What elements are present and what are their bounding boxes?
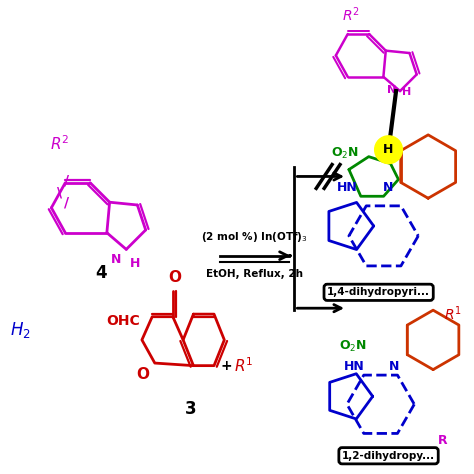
Text: O$_2$N: O$_2$N [339,339,367,354]
Text: H: H [130,257,141,270]
Text: $R^2$: $R^2$ [342,5,360,24]
Text: O$_2$N: O$_2$N [331,146,359,161]
Text: 1,4-dihydropyri...: 1,4-dihydropyri... [327,287,430,297]
Text: \: \ [57,185,62,199]
Text: 4: 4 [95,264,107,283]
Text: H: H [383,143,394,156]
Text: HN: HN [344,360,365,373]
Text: 3: 3 [185,400,196,418]
Text: /: / [64,195,69,209]
Text: (2 mol %) In(OTf)$_3$: (2 mol %) In(OTf)$_3$ [201,230,308,244]
Text: O: O [136,367,149,382]
Text: H: H [402,87,411,97]
Text: $H_2$: $H_2$ [9,320,30,340]
Text: N: N [387,85,396,95]
Text: O: O [168,270,181,285]
Text: +: + [220,359,232,373]
Text: $R^1$: $R^1$ [444,304,462,323]
Text: EtOH, Reflux, 2h: EtOH, Reflux, 2h [206,270,303,280]
Text: HN: HN [337,182,357,194]
Text: N: N [111,253,121,266]
Text: N: N [383,182,394,194]
Text: /: / [64,173,69,187]
Text: $R^2$: $R^2$ [50,134,69,153]
Text: N: N [389,360,399,373]
Text: $R^1$: $R^1$ [234,356,254,375]
Text: OHC: OHC [107,314,140,328]
Text: R: R [438,434,447,447]
Text: 1,2-dihydropy...: 1,2-dihydropy... [342,451,435,461]
Circle shape [374,136,402,164]
